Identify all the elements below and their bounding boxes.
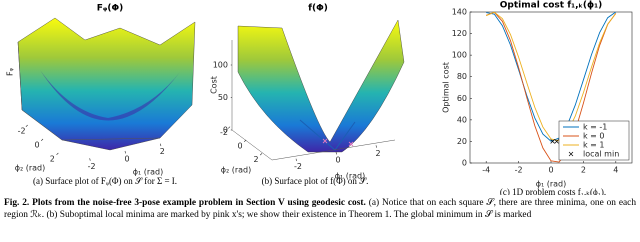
legend-label: k = 0 (583, 132, 605, 141)
x-tick-label: -2 (294, 162, 302, 171)
x-axis-label: ϕ₁ (rad) (335, 172, 366, 181)
figure-caption: Fig. 2. Plots from the noise-free 3-pose… (4, 197, 636, 221)
x-tick-label: 2 (160, 147, 165, 156)
y-tick-label: 80 (457, 72, 467, 81)
y-tick-label: 60 (457, 94, 467, 103)
caption-label: Fig. 2. (4, 198, 30, 208)
y-tick-label: 0 (462, 159, 467, 168)
panel-caption: (b) Surface plot of f(Φ) on 𝒮. (262, 176, 369, 186)
y-tick-label: 2 (50, 155, 55, 164)
panel-caption: (c) 1D problem costs f₁,ₖ(ϕ₁). (500, 187, 606, 195)
y-tick (227, 126, 231, 129)
y-tick-label: 40 (457, 115, 467, 124)
y-tick-label: -2 (18, 127, 26, 136)
line-series (486, 12, 617, 163)
y-tick (243, 139, 247, 143)
chart-title: Optimal cost f₁,ₖ(ϕ₁) (500, 1, 602, 11)
surface-a (17, 17, 196, 151)
legend-label: k = 1 (583, 141, 605, 150)
y-axis-label: ϕ₂ (rad) (15, 164, 46, 173)
local-min-marker (550, 139, 555, 144)
y-tick-label: -2 (220, 128, 228, 137)
caption-text: (a) Notice that on each square 𝒮, there … (4, 198, 637, 220)
y-tick-label: 20 (457, 137, 467, 146)
z-tick-label: 0 (223, 126, 228, 135)
local-min-marker (554, 139, 559, 144)
y-axis-label: ϕ₂ (rad) (221, 166, 252, 175)
x-tick-label: -4 (482, 166, 490, 175)
chart-title: Fᵩ(Φ) (97, 4, 123, 14)
x-tick (124, 150, 126, 154)
x-axis-label: ϕ₁ (rad) (536, 180, 567, 189)
legend-label: k = -1 (583, 123, 607, 132)
caption-title: Plots from the noise-free 3-pose example… (32, 198, 366, 208)
y-tick-label: 0 (34, 141, 39, 150)
x-tick-label: 2 (581, 166, 586, 175)
y-tick (25, 124, 28, 128)
y-tick-label: 120 (452, 29, 467, 38)
x-tick-label: 0 (335, 156, 340, 165)
plot-area (486, 12, 617, 163)
x-tick-label: 0 (548, 166, 553, 175)
x-axis-label: ϕ₁ (rad) (133, 168, 164, 177)
y-tick (40, 138, 44, 142)
x-tick-label: -2 (88, 162, 96, 171)
y-tick-label: 2 (253, 155, 258, 164)
surface-b (231, 19, 405, 161)
z-axis-label: Fᵩ (6, 67, 15, 76)
line-series (486, 12, 617, 142)
z-tick-label: 100 (213, 61, 228, 70)
line-series (486, 12, 617, 142)
z-tick-label: 50 (218, 93, 228, 102)
chart-title: f(Φ) (308, 4, 328, 14)
x-tick-label: 2 (375, 149, 380, 158)
y-tick-label: 140 (452, 8, 467, 17)
y-tick-label: 100 (452, 51, 467, 60)
legend-label: local min (583, 150, 619, 159)
y-tick-label: 0 (237, 142, 242, 151)
x-tick (375, 145, 377, 148)
x-tick (295, 158, 297, 162)
panel-caption: (a) Surface plot of Fᵩ(Φ) on 𝒮 for Σ = I… (33, 176, 177, 186)
y-axis-label: Optimal cost (442, 62, 451, 113)
z-axis-label: Cost (210, 76, 219, 94)
legend-swatch (568, 151, 574, 157)
x-tick (335, 151, 337, 155)
x-tick-label: -2 (515, 166, 523, 175)
x-tick-label: 4 (613, 166, 618, 175)
x-tick (160, 143, 162, 147)
x-tick (89, 158, 91, 161)
y-tick (259, 153, 263, 156)
x-tick-label: 0 (124, 155, 129, 164)
y-tick (56, 152, 59, 156)
